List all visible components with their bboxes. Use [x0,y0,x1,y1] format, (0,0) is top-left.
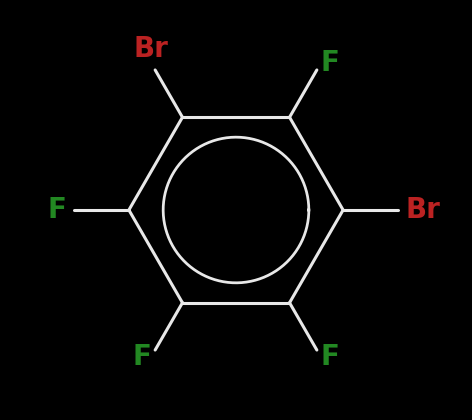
Text: Br: Br [405,196,440,224]
Text: F: F [133,343,152,370]
Text: Br: Br [134,35,169,63]
Text: F: F [320,343,339,370]
Text: F: F [320,50,339,77]
Text: F: F [48,196,67,224]
